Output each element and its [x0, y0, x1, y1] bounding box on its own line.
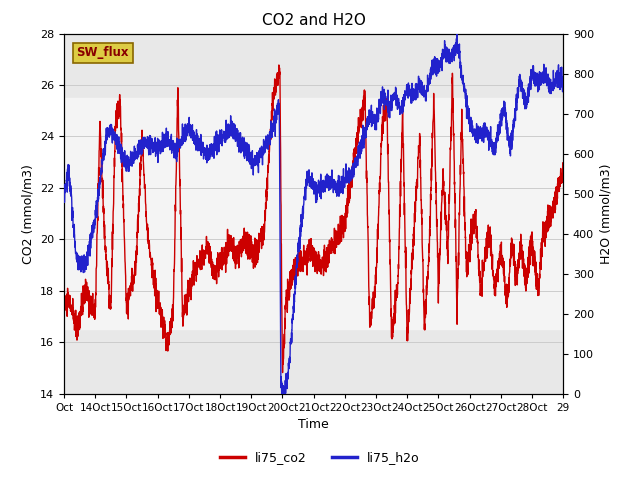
Text: SW_flux: SW_flux	[77, 46, 129, 59]
X-axis label: Time: Time	[298, 418, 329, 431]
Legend: li75_co2, li75_h2o: li75_co2, li75_h2o	[215, 446, 425, 469]
Y-axis label: H2O (mmol/m3): H2O (mmol/m3)	[600, 163, 612, 264]
Bar	[64, 98, 563, 329]
Title: CO2 and H2O: CO2 and H2O	[262, 13, 365, 28]
Y-axis label: CO2 (mmol/m3): CO2 (mmol/m3)	[22, 164, 35, 264]
